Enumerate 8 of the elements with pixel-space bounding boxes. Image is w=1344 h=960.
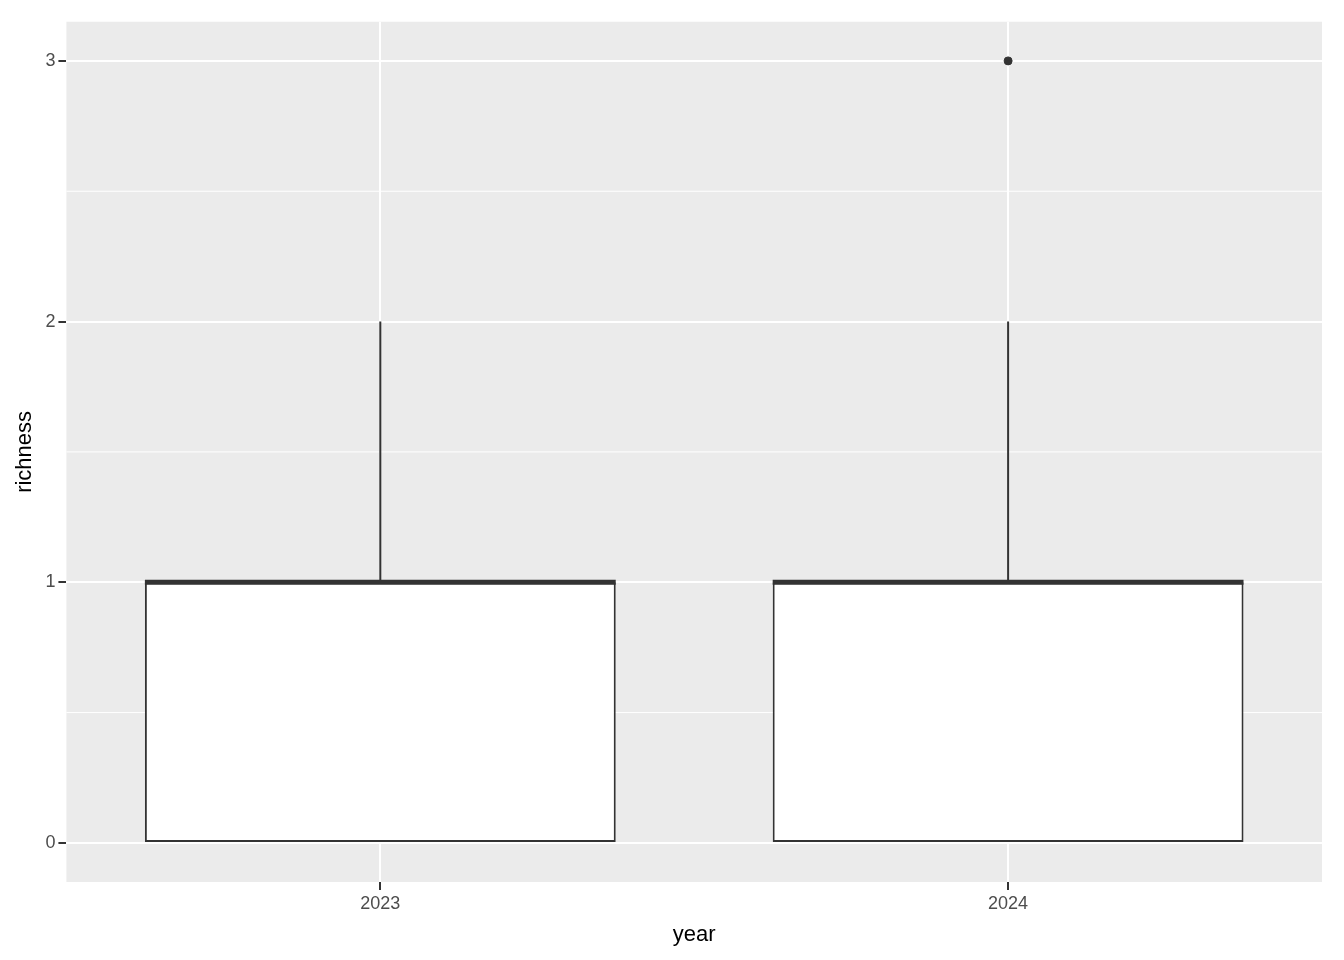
x-axis-title: year	[672, 920, 716, 946]
y-axis-title: richness	[11, 410, 37, 493]
y-tick-label: 2	[45, 310, 56, 331]
x-tick-label: 2024	[988, 892, 1029, 913]
y-tick-label: 0	[45, 831, 56, 852]
x-tick-label: 2023	[360, 892, 401, 913]
y-tick-label: 3	[45, 49, 56, 70]
y-tick-label: 1	[45, 571, 56, 592]
